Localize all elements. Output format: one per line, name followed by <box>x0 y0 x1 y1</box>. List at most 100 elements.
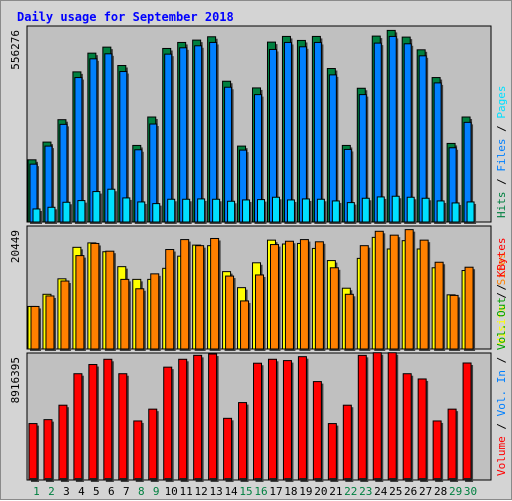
bar-volume <box>372 352 382 481</box>
bar-volume <box>73 373 83 481</box>
bar-vol-out <box>104 478 112 480</box>
bar-files <box>268 48 277 223</box>
legend: Visits / Sites <box>495 252 508 345</box>
bar-vol-out <box>464 478 472 480</box>
x-tick-label: 30 <box>464 485 477 498</box>
bar-volume <box>432 420 442 481</box>
bar-vol-out <box>59 478 67 480</box>
bar-sites <box>225 275 235 350</box>
bar-sites <box>374 230 384 350</box>
x-tick-label: 5 <box>93 485 100 498</box>
bar-files <box>179 47 188 223</box>
bar-vol-out <box>119 478 127 480</box>
bar-vol-out <box>30 478 37 480</box>
bar-sites <box>299 239 309 350</box>
bar-pages <box>107 188 116 223</box>
bar-pages <box>271 196 280 223</box>
bar-sites <box>180 239 190 350</box>
bar-vol-out <box>434 478 442 480</box>
bar-volume <box>387 352 397 481</box>
bar-vol-out <box>164 478 172 480</box>
y-tick-label: 8916395 <box>9 357 22 403</box>
bar-files <box>194 45 203 223</box>
bar-sites <box>284 240 294 350</box>
chart-title: Daily usage for September 2018 <box>17 10 234 24</box>
bar-sites <box>419 239 429 350</box>
x-tick-label: 21 <box>329 485 342 498</box>
x-tick-label: 28 <box>434 485 447 498</box>
bar-volume <box>208 353 218 481</box>
bar-pages <box>152 203 161 223</box>
bar-pages <box>421 197 430 223</box>
bar-pages <box>376 196 385 223</box>
bar-pages <box>242 199 251 223</box>
x-tick-label: 7 <box>123 485 130 498</box>
bar-vol-out <box>314 478 322 480</box>
bar-vol-out <box>209 478 217 480</box>
legend-separator: / <box>495 277 508 297</box>
x-tick-label: 9 <box>153 485 160 498</box>
legend-entry: Vol. Out <box>495 297 508 350</box>
bar-pages <box>167 198 176 223</box>
legend-entry: Vol. In <box>495 370 508 416</box>
bar-pages <box>361 197 370 223</box>
bar-sites <box>135 288 145 350</box>
bar-vol-out <box>269 478 277 480</box>
bar-vol-out <box>299 478 307 480</box>
bar-volume <box>462 362 472 481</box>
x-tick-label: 18 <box>284 485 297 498</box>
bar-vol-out <box>284 478 292 480</box>
x-tick-label: 23 <box>359 485 372 498</box>
x-tick-label: 14 <box>224 485 238 498</box>
bar-volume <box>282 360 292 481</box>
panel-2: 20449 Visits / Sites <box>9 225 508 351</box>
bar-files <box>373 42 382 223</box>
bar-volume <box>178 358 188 481</box>
bar-sites <box>165 249 175 350</box>
y-tick-label: 556276 <box>9 30 22 70</box>
x-tick-label: 17 <box>269 485 282 498</box>
bar-pages <box>122 197 131 223</box>
bar-pages <box>32 208 41 223</box>
bar-files <box>388 35 397 223</box>
legend-entry: KBytes <box>495 238 508 278</box>
bar-pages <box>212 198 221 223</box>
x-tick-label: 16 <box>254 485 267 498</box>
bar-volume <box>148 408 158 481</box>
bar-vol-out <box>449 478 457 480</box>
bar-files <box>164 53 173 223</box>
x-tick-label: 13 <box>209 485 222 498</box>
legend-separator: / <box>495 172 508 192</box>
bar-pages <box>137 201 146 223</box>
bar-sites <box>240 300 250 350</box>
legend-separator: / <box>495 285 508 305</box>
legend-separator: / <box>495 350 508 370</box>
bar-vol-out <box>89 478 97 480</box>
legend-entry: Sites <box>495 252 508 285</box>
bar-vol-out <box>74 478 82 480</box>
legend: Volume / Vol. In / Vol. Out / KBytes <box>495 238 508 476</box>
bar-sites <box>30 305 40 350</box>
x-tick-label: 15 <box>239 485 252 498</box>
y-tick-label: 20449 <box>9 230 22 263</box>
bar-sites <box>120 278 130 350</box>
bar-volume <box>342 404 352 481</box>
bar-vol-out <box>344 478 352 480</box>
bar-pages <box>301 198 310 223</box>
bar-vol-out <box>149 478 157 480</box>
bar-pages <box>436 200 445 223</box>
bar-volume <box>88 364 98 481</box>
bar-files <box>403 43 412 223</box>
bar-sites <box>344 293 354 350</box>
bar-volume <box>193 354 203 481</box>
x-tick-label: 19 <box>299 485 312 498</box>
bar-files <box>328 74 337 223</box>
bar-sites <box>359 245 369 350</box>
bar-sites <box>314 241 324 350</box>
bar-vol-out <box>179 478 187 480</box>
x-tick-label: 6 <box>108 485 115 498</box>
bar-sites <box>389 234 399 350</box>
bar-pages <box>227 200 236 223</box>
